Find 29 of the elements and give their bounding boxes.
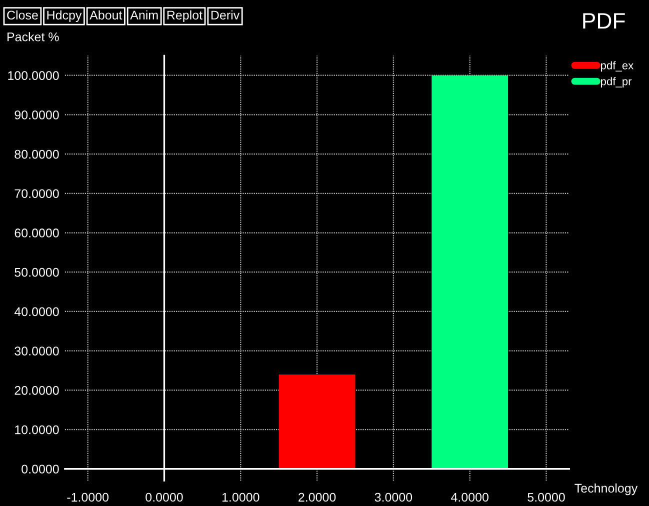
y-tick-label: 40.0000 [14,307,59,316]
text: Hdcpy [47,10,82,22]
text: Replot [167,10,202,22]
legend-label: pdf_ex [601,61,634,72]
y-tick-label: 90.0000 [14,110,59,120]
y-axis-title: Packet % [8,32,59,42]
y-tick-label: 70.0000 [14,189,59,198]
y-tick-label: 20.0000 [14,386,59,395]
text: Deriv [211,10,240,20]
x-tick-label: 3.0000 [374,492,412,502]
y-tick-label: 100.0000 [8,71,59,80]
y-tick-label: 80.0000 [14,150,59,159]
text: Anim [130,10,158,20]
text: Close [7,10,38,20]
x-tick-label: 0.0000 [146,492,183,502]
x-tick-label: 2.0000 [298,492,336,502]
y-tick-label: 60.0000 [14,228,59,238]
y-tick-label: 50.0000 [14,268,59,277]
y-tick-label: 10.0000 [15,425,59,434]
x-tick-label: 1.0000 [222,492,260,502]
chart-title: PDF [583,13,625,29]
x-tick-label: 4.0000 [451,492,488,502]
x-tick-label: -1.0000 [67,492,109,502]
x-axis-title: Technology [574,483,638,496]
y-tick-label: 0.0000 [22,464,59,474]
x-tick-label: 5.0000 [528,492,565,502]
text: About [90,10,122,20]
y-tick-label: 30.0000 [14,346,59,356]
legend-label: pdf_pr [601,77,632,88]
